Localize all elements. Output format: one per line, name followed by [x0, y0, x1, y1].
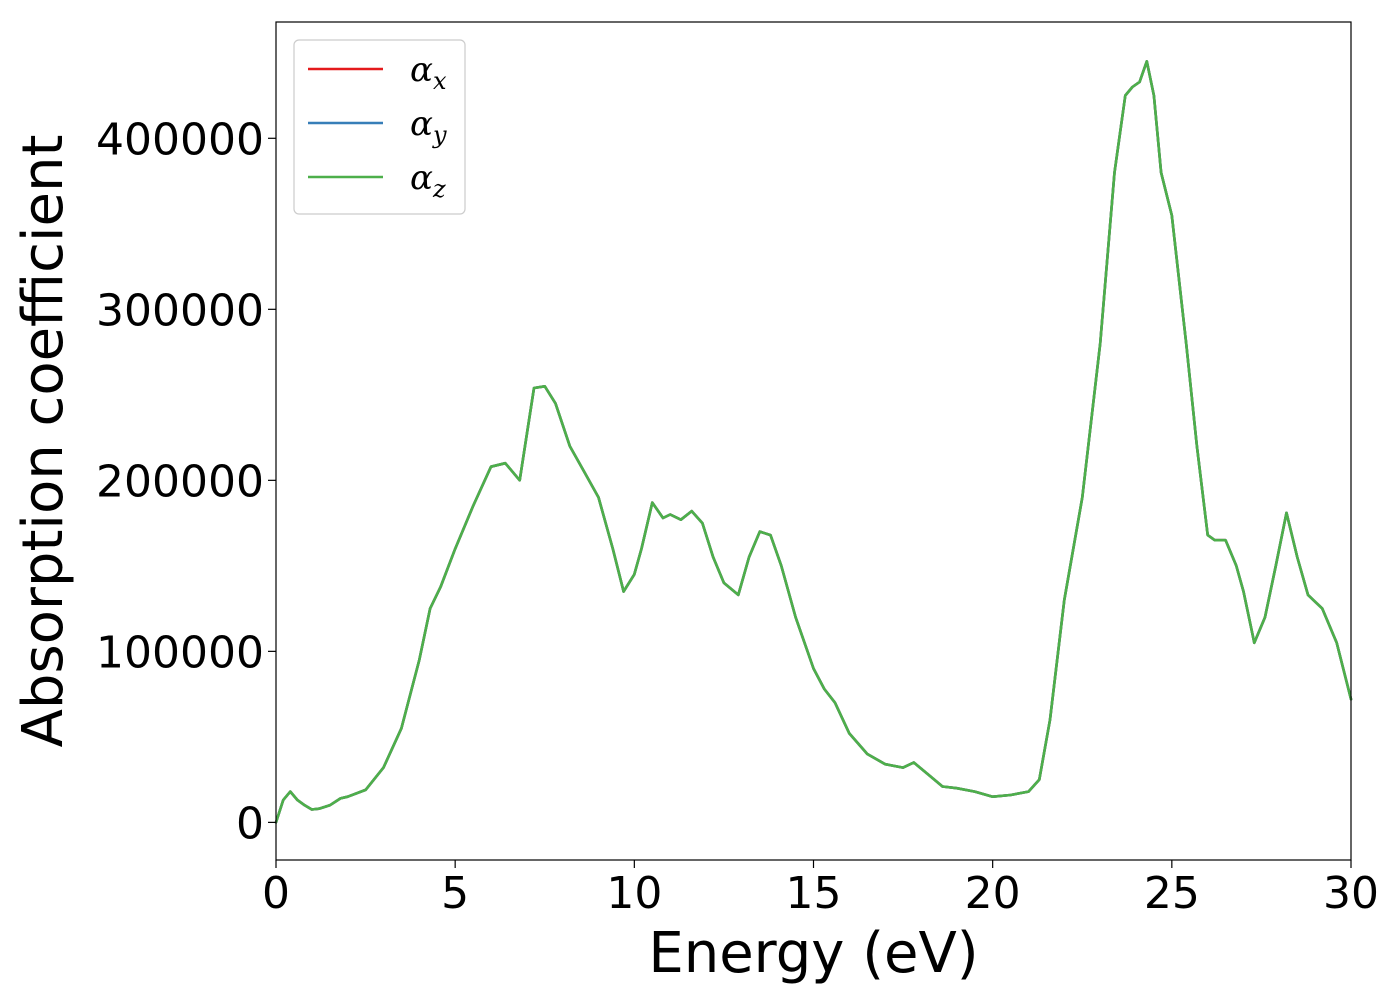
legend-box: [293, 39, 466, 215]
legend-symbol: α: [410, 50, 433, 90]
y-axis: 0 100000 200000 300000 400000: [96, 114, 276, 849]
legend-symbol: α: [410, 158, 433, 198]
x-tick-label: 0: [262, 868, 290, 919]
x-tick-label: 30: [1323, 868, 1379, 919]
x-axis: 0 5 10 15 20 25 30: [262, 860, 1379, 919]
legend-subscript: z: [432, 175, 446, 203]
legend-label-x: αx: [410, 50, 447, 95]
y-tick-label: 300000: [96, 285, 264, 336]
series-line-z: [274, 60, 1353, 824]
y-tick-label: 100000: [96, 627, 264, 678]
legend-symbol: α: [410, 104, 433, 144]
x-tick-label: 10: [606, 868, 662, 919]
legend-subscript: y: [432, 121, 447, 149]
y-tick-label: 400000: [96, 114, 264, 165]
y-axis-title: Absorption coefficient: [11, 135, 76, 748]
x-tick-label: 20: [965, 868, 1021, 919]
x-tick-label: 15: [786, 868, 842, 919]
series-layer: [274, 60, 1353, 824]
x-tick-label: 5: [441, 868, 469, 919]
legend-subscript: x: [433, 67, 447, 95]
y-tick-label: 0: [236, 798, 264, 849]
x-tick-label: 25: [1144, 868, 1200, 919]
x-axis-title: Energy (eV): [648, 921, 978, 986]
legend-label-y: αy: [410, 104, 447, 149]
y-tick-label: 200000: [96, 456, 264, 507]
legend-label-z: αz: [410, 158, 446, 203]
